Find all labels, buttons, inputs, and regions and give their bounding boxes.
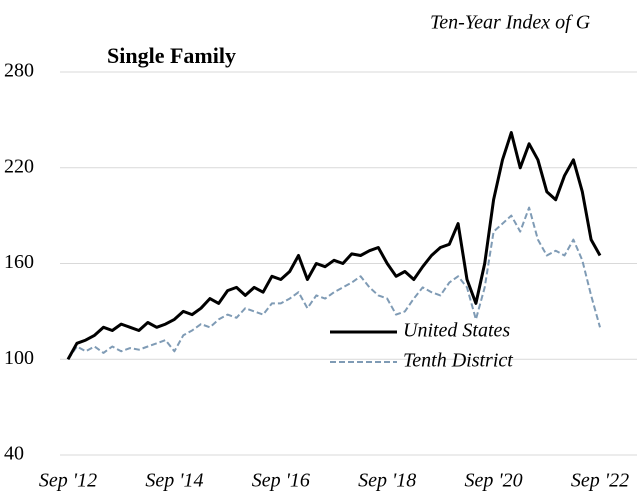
chart-subtitle: Single Family: [107, 43, 236, 68]
x-tick-label: Sep '18: [358, 470, 416, 492]
chart-title: Ten-Year Index of G: [430, 12, 591, 34]
y-tick-label: 40: [4, 443, 24, 465]
series-line: [66, 131, 602, 361]
series-line: [67, 206, 601, 360]
y-tick-label: 280: [4, 60, 34, 82]
y-tick-label: 160: [4, 251, 34, 273]
legend-label: United States: [403, 320, 510, 342]
x-tick-label: Sep '14: [145, 470, 203, 492]
x-tick-label: Sep '22: [571, 470, 629, 492]
x-tick-label: Sep '12: [39, 470, 97, 492]
x-tick-label: Sep '16: [252, 470, 310, 492]
x-tick-label: Sep '20: [465, 470, 523, 492]
y-tick-label: 100: [4, 347, 34, 369]
legend-label: Tenth District: [403, 350, 513, 372]
y-tick-label: 220: [4, 155, 34, 177]
